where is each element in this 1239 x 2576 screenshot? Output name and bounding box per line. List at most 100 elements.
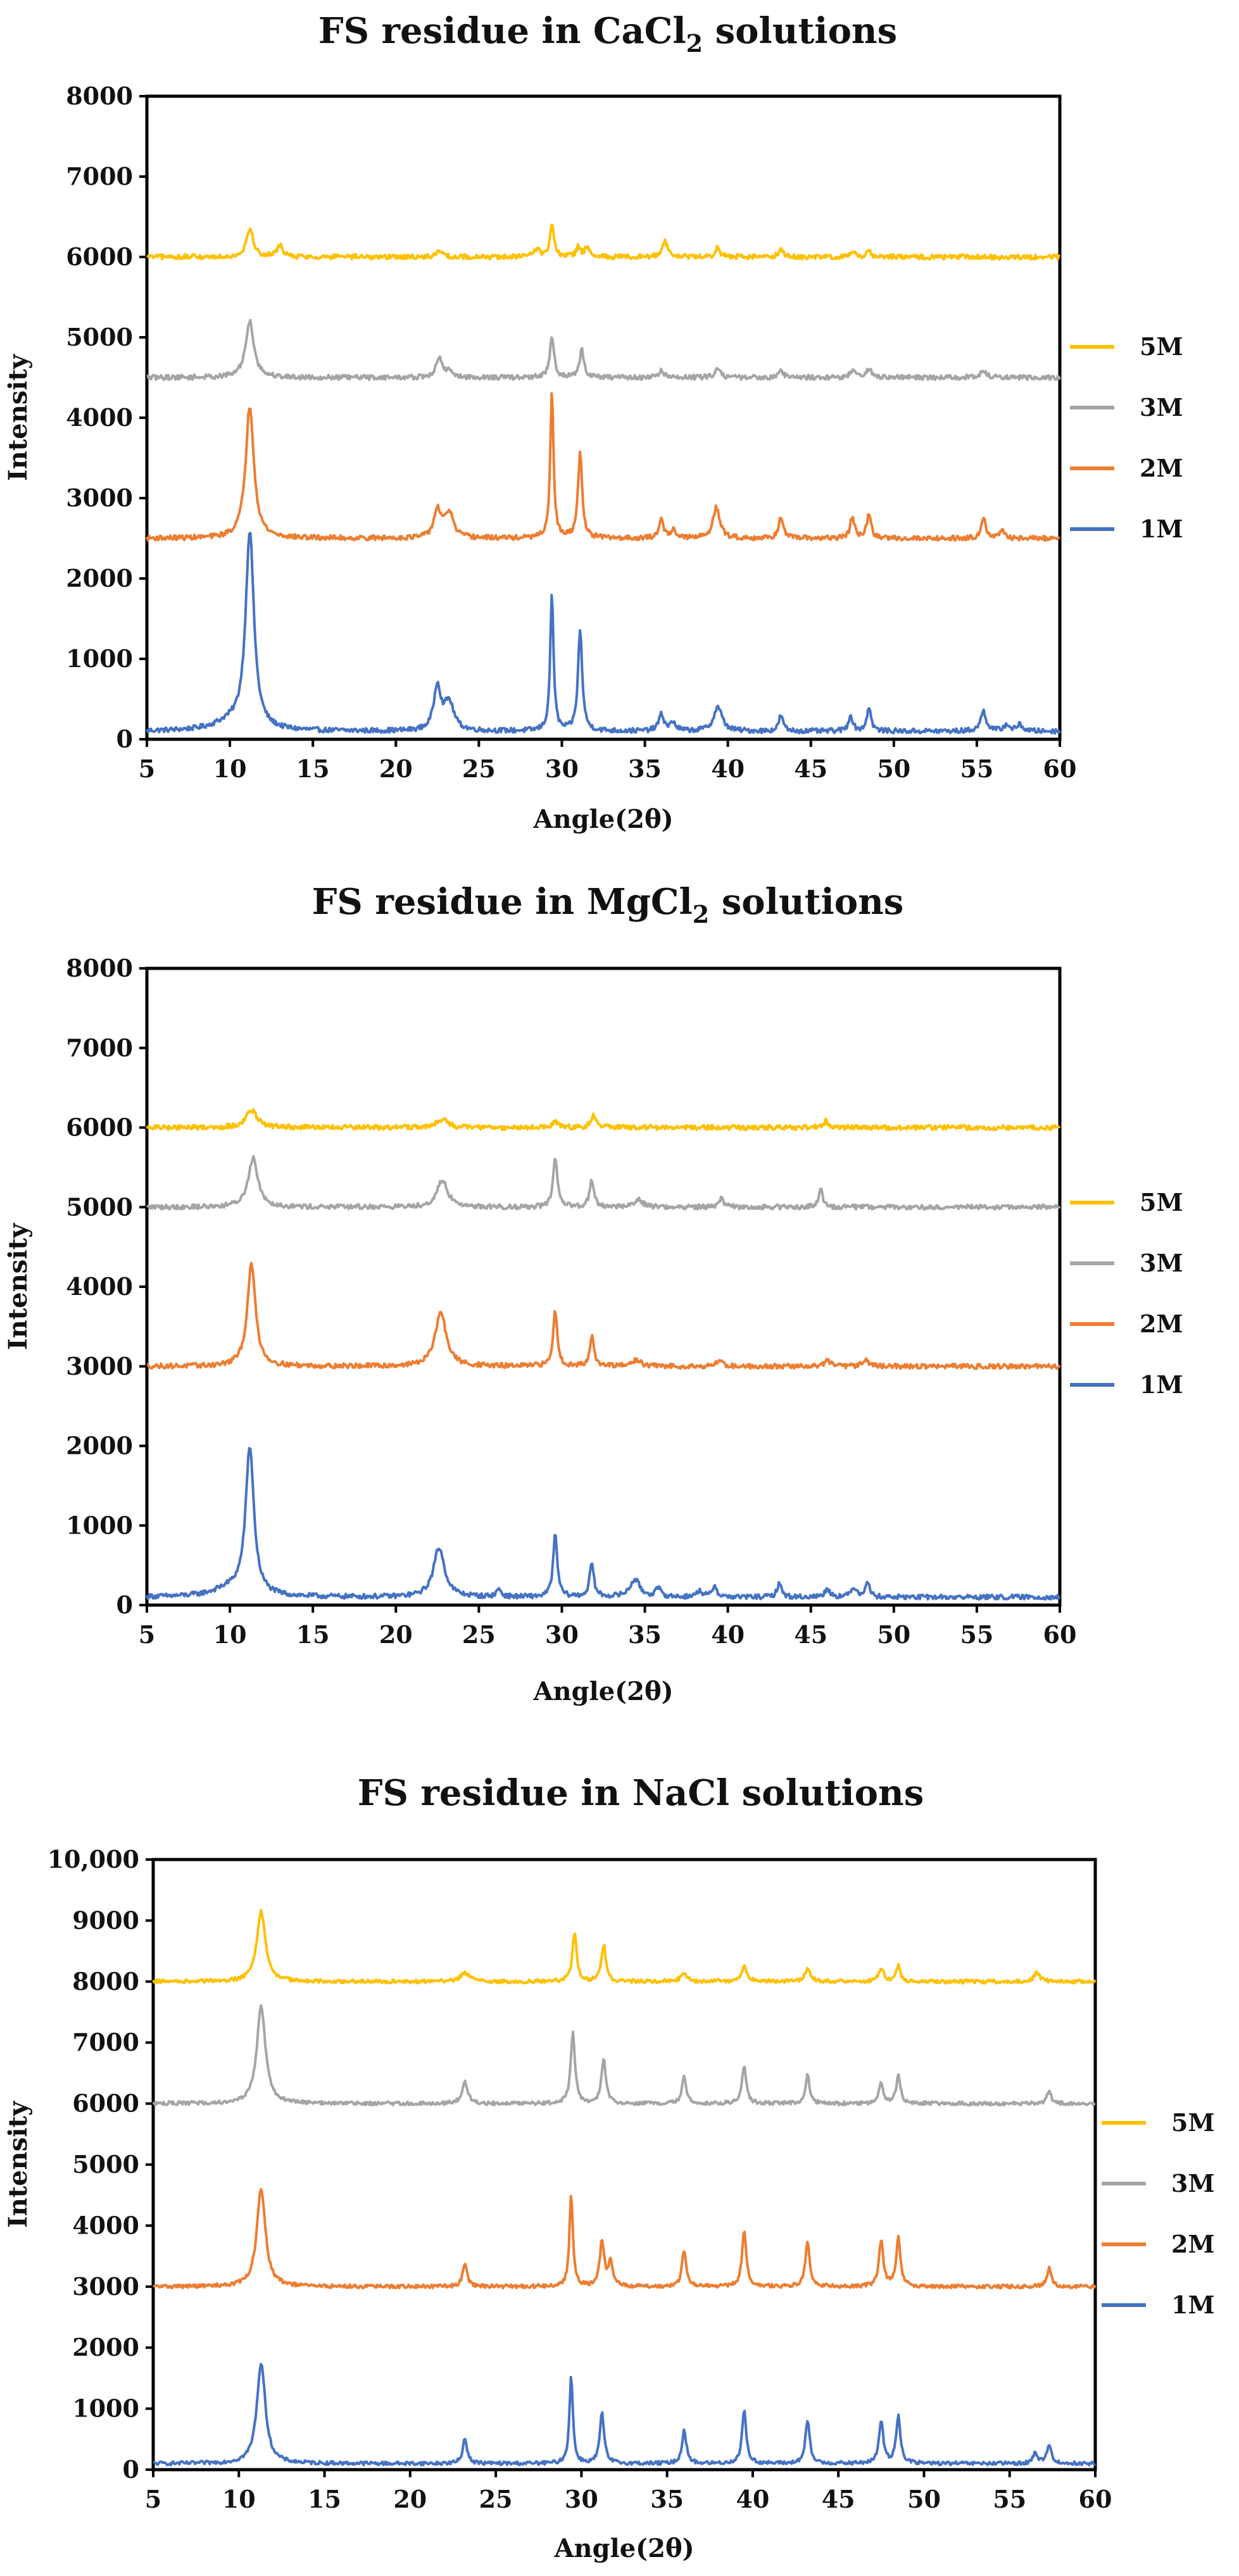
series-line-3m: [146, 1154, 1061, 1211]
x-tick-label: 15: [296, 754, 330, 783]
series-line-1m: [146, 1447, 1061, 1601]
y-tick-label: 1000: [72, 2394, 139, 2423]
legend-label-5m: 5M: [1171, 2108, 1215, 2137]
legend-label-1m: 1M: [1140, 515, 1183, 543]
x-tick-label: 25: [462, 1620, 496, 1649]
y-tick-label: 0: [116, 725, 133, 753]
legend-label-3m: 3M: [1140, 1249, 1183, 1277]
y-tick-label: 2000: [66, 1432, 133, 1460]
chart-title-tail: solutions: [703, 10, 897, 52]
y-tick-label: 2000: [66, 564, 133, 592]
x-tick-label: 20: [379, 1620, 413, 1649]
series-line-5m: [146, 1108, 1061, 1132]
plot-frame: [145, 966, 1062, 1607]
x-tick-label: 20: [393, 2485, 427, 2513]
x-tick-label: 25: [479, 2485, 513, 2513]
series-line-3m: [146, 318, 1061, 382]
y-tick-label: 3000: [72, 2272, 139, 2301]
x-tick-label: 5: [139, 754, 155, 783]
legend-label-1m: 1M: [1140, 1370, 1183, 1399]
series-line-2m: [152, 2188, 1097, 2290]
y-tick-label: 4000: [66, 1272, 133, 1301]
series-line-5m: [152, 1908, 1097, 1985]
legend-label-3m: 3M: [1140, 393, 1183, 422]
chart-nacl: FS residue in NaCl solutions 0 1000 2000 300…: [3, 1772, 1215, 2563]
y-tick-label: 9000: [72, 1906, 139, 1934]
y-tick-label: 6000: [72, 2089, 139, 2118]
legend-label-2m: 2M: [1171, 2230, 1215, 2258]
plot-frame: [151, 1858, 1097, 2472]
x-tick-label: 55: [993, 2485, 1026, 2513]
x-tick-label: 40: [736, 2485, 769, 2513]
x-tick-label: 20: [379, 754, 413, 783]
x-tick-label: 30: [545, 1620, 579, 1649]
x-tick-label: 25: [462, 754, 496, 783]
chart-title: FS residue in NaCl solutions: [358, 1772, 924, 1814]
y-tick-label: 8000: [72, 1967, 139, 1996]
y-tick-label: 2000: [72, 2333, 139, 2361]
x-tick-label: 60: [1043, 754, 1077, 783]
x-tick-label: 45: [794, 1620, 827, 1649]
x-tick-label: 35: [628, 1620, 662, 1649]
y-tick-label: 8000: [66, 954, 133, 982]
legend-label-2m: 2M: [1140, 454, 1183, 482]
x-tick-label: 5: [139, 1620, 155, 1649]
x-tick-label: 10: [222, 2485, 256, 2513]
chart-title: FS residue in CaCl2 solutions: [318, 10, 897, 58]
y-tick-label: 8000: [66, 82, 133, 110]
chart-cacl2: FS residue in CaCl2 solutions 0 1000 2000 30…: [3, 10, 1183, 834]
y-axis-label: Intensity: [3, 2100, 33, 2228]
y-tick-label: 10,000: [47, 1845, 139, 1873]
chart-title-subscript: 2: [686, 29, 703, 58]
y-tick-label: 4000: [72, 2211, 139, 2239]
y-tick-label: 3000: [66, 1352, 133, 1380]
chart-title: FS residue in MgCl2 solutions: [312, 881, 904, 928]
y-tick-label: 0: [123, 2455, 139, 2484]
x-axis-label: Angle(2θ): [532, 1677, 673, 1706]
legend-label-5m: 5M: [1140, 332, 1183, 361]
y-tick-label: 7000: [66, 162, 133, 191]
series-line-2m: [146, 1261, 1061, 1370]
x-tick-label: 30: [545, 754, 579, 783]
x-tick-label: 10: [213, 1620, 247, 1649]
y-tick-label: 1000: [66, 644, 133, 673]
chart-title-tail: solutions: [709, 881, 903, 923]
chart-title-main: FS residue in NaCl solutions: [358, 1772, 924, 1814]
x-tick-label: 60: [1079, 2485, 1112, 2513]
y-tick-label: 5000: [72, 2150, 139, 2179]
y-tick-label: 4000: [66, 403, 133, 432]
legend-label-2m: 2M: [1140, 1310, 1183, 1338]
x-tick-label: 60: [1043, 1620, 1077, 1649]
y-tick-label: 7000: [72, 2028, 139, 2056]
x-tick-label: 55: [960, 1620, 993, 1649]
chart-title-subscript: 2: [693, 900, 709, 928]
x-axis-label: Angle(2θ): [553, 2534, 694, 2563]
plot-frame: [145, 94, 1062, 741]
legend-label-1m: 1M: [1171, 2291, 1215, 2319]
x-tick-label: 55: [960, 754, 993, 783]
series-line-2m: [146, 392, 1060, 542]
x-tick-label: 15: [296, 1620, 330, 1649]
series-line-1m: [146, 532, 1061, 735]
y-tick-label: 5000: [66, 323, 133, 351]
x-tick-label: 45: [822, 2485, 855, 2513]
x-tick-label: 10: [213, 754, 247, 783]
chart-title-main: FS residue in MgCl: [312, 881, 693, 923]
y-tick-label: 0: [116, 1591, 133, 1619]
x-tick-label: 40: [711, 1620, 745, 1649]
y-tick-label: 6000: [66, 1113, 133, 1142]
chart-title-main: FS residue in CaCl: [318, 10, 686, 52]
y-tick-label: 3000: [66, 484, 133, 512]
y-axis-label: Intensity: [3, 1222, 33, 1350]
chart-mgcl2: FS residue in MgCl2 solutions 0 1000 2000 30…: [3, 881, 1183, 1706]
x-tick-label: 50: [907, 2485, 941, 2513]
x-tick-label: 15: [308, 2485, 341, 2513]
series-line-3m: [152, 2004, 1096, 2107]
legend-label-3m: 3M: [1171, 2169, 1215, 2198]
x-tick-label: 45: [794, 754, 827, 783]
x-tick-label: 50: [877, 754, 910, 783]
x-tick-label: 35: [650, 2485, 684, 2513]
y-axis-label: Intensity: [3, 353, 33, 481]
series-line-1m: [153, 2363, 1096, 2467]
